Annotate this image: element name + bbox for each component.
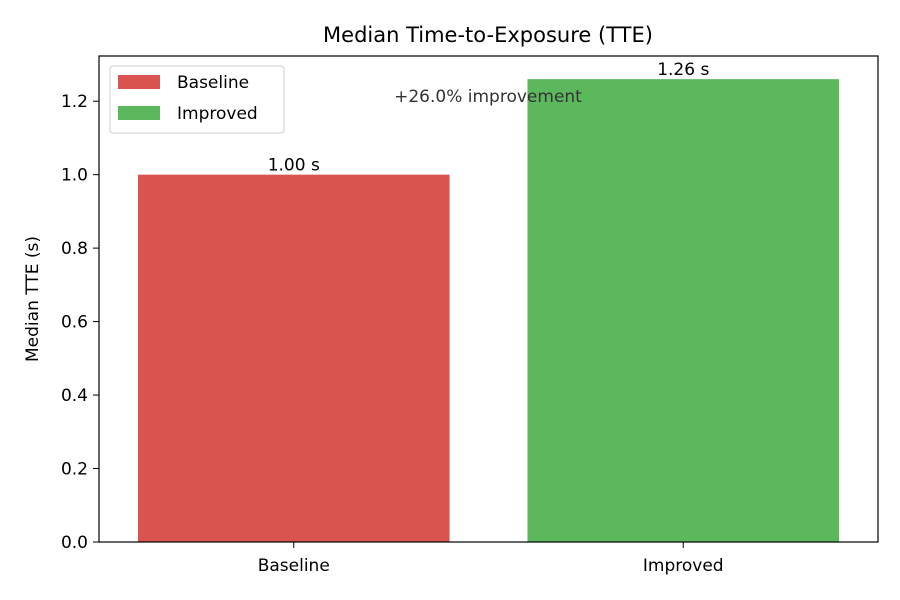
- y-tick-label: 0.2: [61, 460, 88, 480]
- improvement-annotation: +26.0% improvement: [394, 87, 582, 107]
- bar-improved: [527, 79, 840, 543]
- legend-label-baseline: Baseline: [177, 73, 249, 93]
- legend: Baseline Improved: [109, 65, 285, 134]
- y-tick-label: 1.2: [61, 92, 88, 112]
- plot-frame: [98, 55, 879, 543]
- legend-swatch-baseline: [118, 75, 160, 89]
- legend-label-improved: Improved: [177, 104, 258, 124]
- y-tick-label: 0.4: [61, 386, 88, 406]
- x-tick-label-baseline: Baseline: [258, 556, 330, 576]
- data-label-improved: 1.26 s: [657, 60, 709, 80]
- legend-swatch-improved: [118, 106, 160, 120]
- data-labels-layer: 1.00 s 1.26 s: [268, 60, 710, 176]
- bar-baseline: [137, 174, 450, 542]
- x-tick-label-improved: Improved: [643, 556, 724, 576]
- legend-entries: Baseline Improved: [118, 73, 258, 124]
- chart-title: Median Time-to-Exposure (TTE): [323, 23, 653, 47]
- data-label-baseline: 1.00 s: [268, 156, 320, 176]
- y-tick-label: 0.8: [61, 239, 88, 259]
- y-tick-label: 1.0: [61, 166, 88, 186]
- x-axis-ticks: Baseline Improved: [258, 542, 724, 576]
- bars-layer: [137, 79, 840, 543]
- y-tick-label: 0.0: [61, 533, 88, 553]
- y-axis-title: Median TTE (s): [23, 236, 43, 362]
- y-axis-ticks: 0.0 0.2 0.4 0.6 0.8 1.0 1.2: [61, 92, 99, 553]
- y-tick-label: 0.6: [61, 313, 88, 333]
